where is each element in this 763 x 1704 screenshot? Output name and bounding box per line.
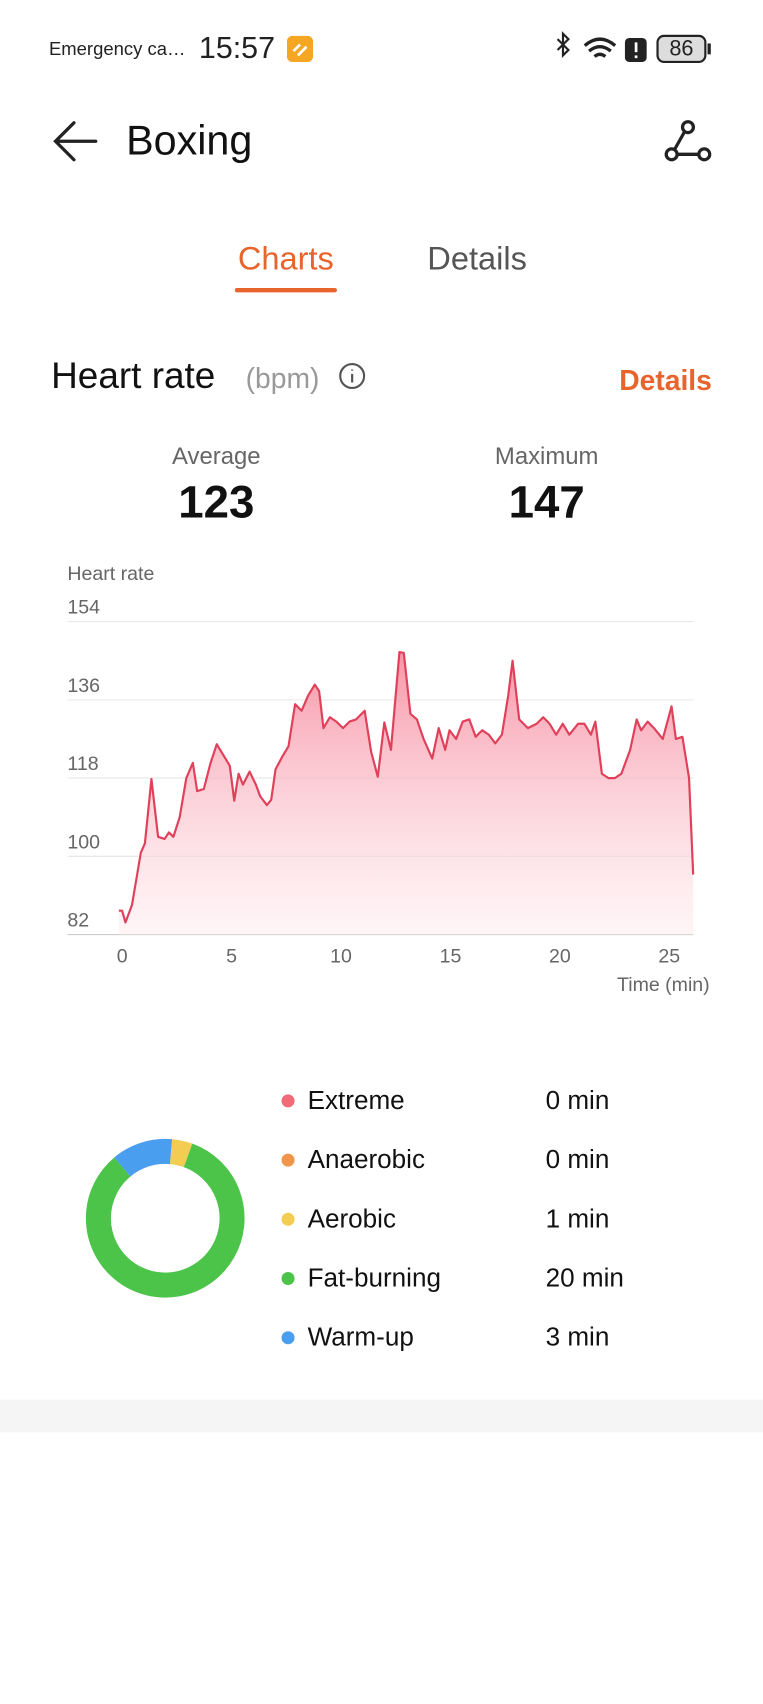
legend-value: 1 min xyxy=(546,1203,610,1233)
alert-dot xyxy=(634,55,638,59)
share-node xyxy=(664,147,679,162)
x-tick-label: 0 xyxy=(117,946,128,968)
legend-label: Extreme xyxy=(308,1085,405,1115)
app-icon-glyph xyxy=(292,43,308,57)
x-tick-label: 10 xyxy=(330,946,352,968)
legend-dot xyxy=(281,1272,295,1286)
battery-tip xyxy=(707,43,711,55)
area xyxy=(118,652,694,935)
share-node xyxy=(697,147,712,162)
stat-label: Maximum xyxy=(495,443,599,470)
donut-segment xyxy=(169,1139,193,1168)
tab-active[interactable]: Charts xyxy=(238,239,334,276)
tab-indicator xyxy=(234,287,337,293)
details-link[interactable]: Details xyxy=(619,364,712,396)
y-tick-label: 154 xyxy=(67,597,100,619)
divider-band xyxy=(0,1399,763,1433)
legend-dot xyxy=(281,1212,295,1226)
donut-segment xyxy=(85,1143,245,1298)
share-edge xyxy=(673,130,699,156)
x-tick-label: 15 xyxy=(440,946,462,968)
legend-value: 3 min xyxy=(546,1322,610,1352)
legend-dot xyxy=(281,1331,295,1345)
share-node xyxy=(680,120,696,135)
notification: Emergency ca… xyxy=(49,38,186,59)
app-icon xyxy=(286,35,314,62)
share-button[interactable] xyxy=(664,120,712,162)
legend-value: 20 min xyxy=(546,1263,624,1293)
section-unit: (bpm) xyxy=(246,362,320,394)
battery-icon xyxy=(656,34,707,64)
x-axis-label: Time (min) xyxy=(617,974,710,996)
legend-label: Warm-up xyxy=(308,1322,414,1352)
y-tick-label: 82 xyxy=(67,910,89,932)
clock: 15:57 xyxy=(199,31,275,65)
page-title: Boxing xyxy=(126,117,252,163)
battery-level: 86 xyxy=(669,36,693,61)
legend-dot xyxy=(281,1153,295,1167)
legend-label: Aerobic xyxy=(308,1203,396,1233)
line xyxy=(118,650,695,924)
stat-value: 123 xyxy=(178,476,254,527)
y-tick-label: 100 xyxy=(67,831,100,853)
x-tick-label: 20 xyxy=(549,946,571,968)
legend-label: Anaerobic xyxy=(308,1144,425,1174)
alert-mark xyxy=(634,42,638,53)
stat-label: Average xyxy=(172,443,261,470)
legend-dot xyxy=(281,1094,295,1108)
legend-value: 0 min xyxy=(546,1085,610,1115)
donut-segment xyxy=(114,1138,173,1177)
bluetooth-icon xyxy=(556,31,570,59)
wifi-icon xyxy=(583,37,617,58)
stat-value: 147 xyxy=(509,476,585,527)
back-button[interactable] xyxy=(53,121,98,162)
legend-value: 0 min xyxy=(546,1144,610,1174)
tab[interactable]: Details xyxy=(427,239,527,276)
x-tick-label: 5 xyxy=(226,946,237,968)
y-tick-label: 118 xyxy=(67,753,98,775)
info-icon[interactable] xyxy=(339,362,366,390)
y-axis-label: Heart rate xyxy=(67,563,154,585)
x-tick-label: 25 xyxy=(658,946,680,968)
y-tick-label: 136 xyxy=(67,675,100,697)
section-title: Heart rate xyxy=(51,355,215,396)
legend-label: Fat-burning xyxy=(308,1263,441,1293)
